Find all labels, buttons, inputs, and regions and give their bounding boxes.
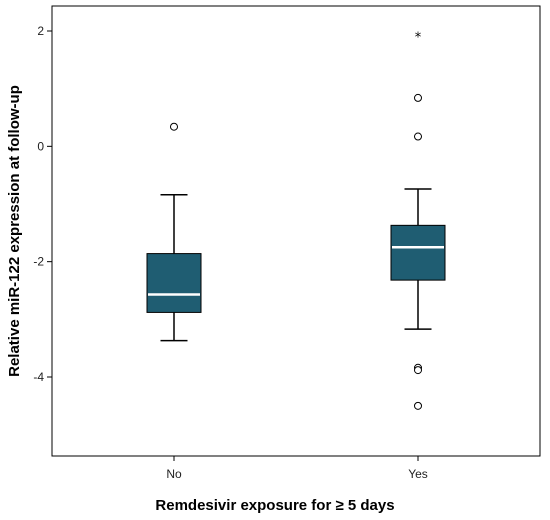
y-tick-label: -2 [33,255,44,269]
y-axis-title: Relative miR-122 expression at follow-up [6,85,23,377]
x-axis-title: Remdesivir exposure for ≥ 5 days [155,497,394,514]
y-tick-label: 2 [37,24,44,38]
extreme-point: * [415,31,422,46]
iqr-box [390,224,446,281]
y-tick-label: 0 [37,139,44,153]
outlier-point [170,122,178,131]
box-group-yes: * [390,31,446,410]
x-axis: No Yes [166,456,428,481]
outlier-point [414,401,422,410]
box-group-no [146,122,202,342]
y-axis: -4 -2 0 2 [33,24,52,384]
x-tick-label: No [166,467,182,481]
y-tick-label: -4 [33,370,44,384]
plot-frame [51,5,541,457]
outlier-point [414,132,422,141]
outlier-point [414,366,422,375]
outlier-point [414,93,422,102]
iqr-box [146,253,202,313]
x-tick-label: Yes [408,467,428,481]
boxes-layer: * [146,31,446,410]
